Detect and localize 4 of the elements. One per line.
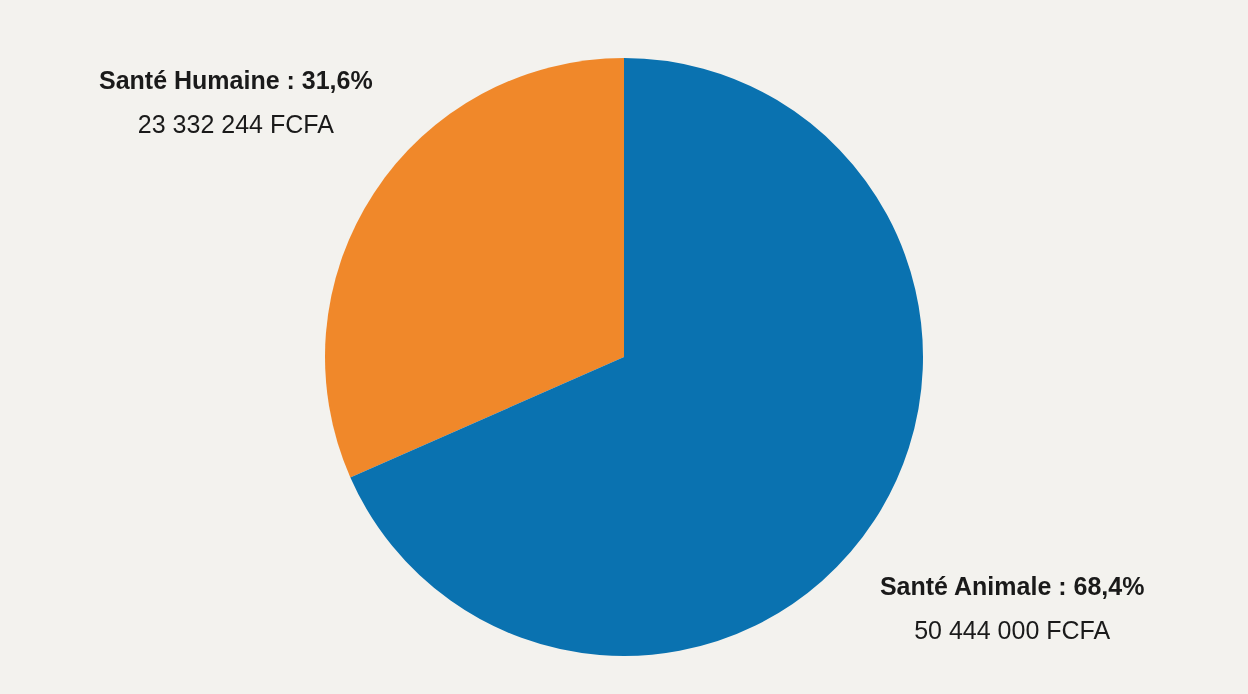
slice-label: Santé Animale : 68,4% (879, 572, 1145, 601)
text: 50 444 000 FCFA (914, 616, 1111, 645)
slice-label: Santé Humaine : 31,6% (98, 65, 373, 94)
text: 23 332 244 FCFA (137, 109, 335, 138)
